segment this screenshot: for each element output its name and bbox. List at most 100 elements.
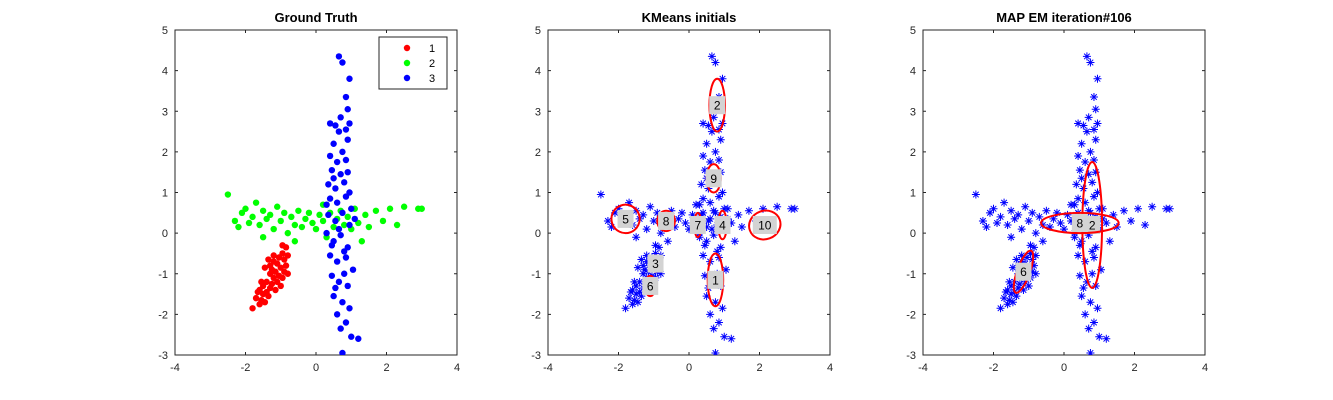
component-label-bg bbox=[617, 209, 634, 228]
data-point bbox=[344, 106, 351, 113]
y-tick-label: -1 bbox=[158, 269, 168, 281]
data-point bbox=[1014, 283, 1023, 292]
data-point bbox=[642, 251, 651, 260]
data-point bbox=[640, 265, 649, 274]
component-label-bg bbox=[647, 254, 664, 273]
data-point bbox=[978, 216, 987, 225]
data-point bbox=[1031, 251, 1040, 260]
data-point bbox=[709, 324, 718, 333]
data-point bbox=[702, 292, 711, 301]
data-point bbox=[1024, 216, 1033, 225]
data-point bbox=[1045, 223, 1054, 232]
data-point bbox=[1012, 292, 1021, 301]
legend-label: 1 bbox=[429, 43, 435, 55]
data-point bbox=[1088, 269, 1097, 278]
data-point bbox=[323, 201, 330, 208]
data-point bbox=[349, 266, 357, 273]
series-2 bbox=[224, 191, 425, 245]
data-point bbox=[1089, 125, 1098, 134]
data-point bbox=[656, 229, 665, 238]
component-6: 6 bbox=[1012, 249, 1035, 294]
component-8: 8 bbox=[1040, 211, 1120, 235]
data-point bbox=[325, 181, 332, 188]
data-point bbox=[718, 74, 727, 83]
component-7: 7 bbox=[689, 211, 706, 239]
data-point bbox=[330, 292, 337, 300]
data-point bbox=[1070, 233, 1079, 242]
component-label-bg bbox=[642, 276, 659, 295]
data-point bbox=[1077, 237, 1086, 246]
data-point bbox=[1089, 192, 1098, 201]
data-point bbox=[633, 263, 642, 272]
data-point bbox=[279, 242, 286, 249]
data-layer: 2 6 8 bbox=[971, 52, 1174, 355]
data-point bbox=[1091, 243, 1100, 252]
data-point bbox=[1075, 271, 1084, 280]
data-point bbox=[1141, 221, 1150, 229]
data-point bbox=[1075, 241, 1084, 250]
data-point bbox=[372, 207, 380, 214]
component-label-bg bbox=[707, 270, 724, 289]
data-point bbox=[1077, 174, 1086, 183]
data-point bbox=[700, 241, 709, 250]
data-point bbox=[259, 233, 267, 241]
data-point bbox=[1093, 119, 1102, 128]
data-point bbox=[1082, 127, 1091, 136]
data-point bbox=[295, 207, 302, 214]
component-5: 5 bbox=[610, 203, 641, 235]
data-point bbox=[326, 152, 334, 160]
data-point bbox=[1026, 241, 1035, 250]
data-point bbox=[737, 223, 746, 232]
data-point bbox=[759, 204, 768, 213]
data-point bbox=[332, 284, 339, 292]
data-point bbox=[344, 282, 351, 290]
data-point bbox=[1060, 225, 1068, 234]
x-tick-label: -2 bbox=[241, 362, 251, 374]
data-point bbox=[635, 277, 644, 286]
data-point bbox=[249, 305, 256, 312]
data-point bbox=[330, 223, 337, 231]
data-point bbox=[291, 238, 299, 245]
data-point bbox=[1021, 202, 1030, 211]
data-point bbox=[688, 210, 697, 219]
data-point bbox=[677, 208, 686, 217]
data-point bbox=[1074, 251, 1083, 260]
data-point bbox=[993, 218, 1002, 227]
data-point bbox=[646, 202, 655, 211]
data-point bbox=[261, 264, 269, 271]
data-point bbox=[1067, 216, 1076, 225]
component-label: 6 bbox=[1020, 265, 1027, 279]
data-point bbox=[1049, 214, 1058, 223]
data-point bbox=[1086, 147, 1095, 156]
x-tick-label: 2 bbox=[756, 362, 762, 374]
data-point bbox=[1093, 188, 1102, 197]
y-tick-label: -3 bbox=[158, 350, 168, 362]
data-point bbox=[332, 185, 339, 192]
y-tick-label: -1 bbox=[906, 269, 916, 281]
data-point bbox=[256, 221, 263, 229]
data-point bbox=[706, 310, 715, 319]
data-point bbox=[400, 203, 408, 210]
data-point bbox=[656, 269, 665, 278]
component-label-bg bbox=[752, 216, 777, 234]
data-point bbox=[342, 319, 350, 326]
component-label: 8 bbox=[663, 214, 670, 228]
component-label-bg bbox=[1015, 262, 1032, 281]
data-point bbox=[418, 205, 425, 212]
data-point bbox=[639, 210, 648, 219]
data-point bbox=[1007, 281, 1016, 290]
data-point bbox=[1074, 194, 1083, 203]
legend-box bbox=[378, 36, 448, 90]
y-tick-label: 2 bbox=[535, 147, 541, 159]
data-point bbox=[1012, 255, 1021, 264]
data-point bbox=[596, 190, 605, 199]
data-point bbox=[288, 213, 295, 221]
data-point bbox=[1081, 158, 1090, 167]
component-label-bg bbox=[1084, 216, 1101, 234]
data-point bbox=[744, 206, 753, 215]
data-point bbox=[337, 325, 344, 332]
data-point bbox=[235, 223, 242, 231]
data-point bbox=[1095, 332, 1104, 341]
data-point bbox=[281, 209, 288, 217]
